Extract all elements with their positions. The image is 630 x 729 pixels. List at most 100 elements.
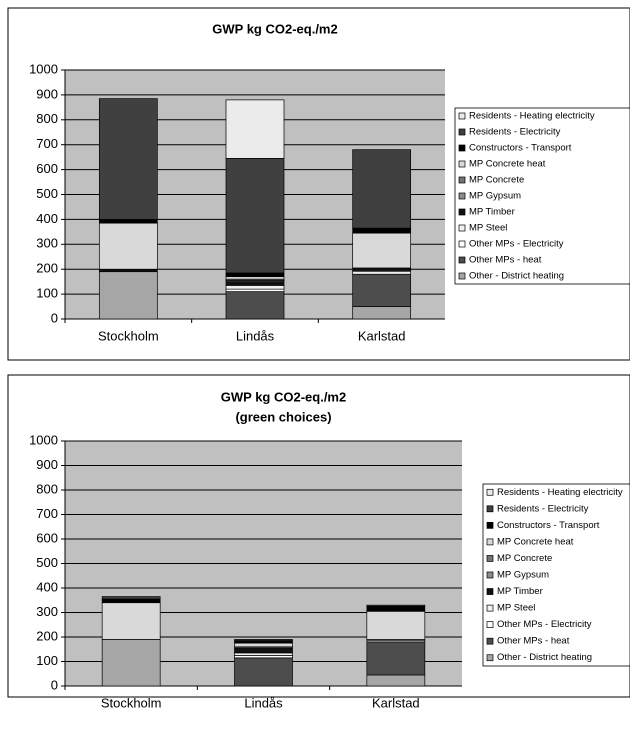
legend-swatch — [458, 128, 466, 136]
y-tick-label: 1000 — [29, 432, 58, 447]
legend-swatch — [458, 144, 466, 152]
legend-label: MP Concrete heat — [469, 159, 546, 170]
chart-subtitle: (green choices) — [235, 409, 331, 424]
y-tick-label: 700 — [36, 506, 58, 521]
bar-segment — [101, 596, 161, 600]
bar-segment — [225, 272, 285, 278]
x-tick-label: Stockholm — [101, 695, 162, 710]
legend-swatch — [486, 604, 494, 612]
bar-segment — [98, 222, 158, 270]
y-tick-label: 100 — [36, 286, 58, 301]
legend-swatch — [458, 176, 466, 184]
x-tick-label: Lindås — [236, 328, 275, 343]
y-tick-label: 400 — [36, 579, 58, 594]
legend-label: MP Steel — [497, 603, 535, 614]
bar-segment — [234, 652, 293, 656]
y-tick-label: 200 — [36, 628, 58, 643]
bar-segment — [366, 606, 426, 612]
legend-label: MP Concrete — [469, 175, 524, 186]
bar-segment — [366, 604, 426, 607]
x-tick-label: Karlstad — [358, 328, 406, 343]
legend-label: MP Timber — [469, 207, 515, 218]
legend-label: Constructors - Transport — [497, 520, 600, 531]
y-tick-label: 900 — [36, 86, 58, 101]
y-tick-label: 300 — [36, 236, 58, 251]
legend-swatch — [458, 240, 466, 248]
y-tick-label: 200 — [36, 261, 58, 276]
bar-segment — [352, 149, 412, 229]
y-tick-label: 600 — [36, 161, 58, 176]
legend-swatch — [458, 256, 466, 264]
legend-box — [482, 483, 630, 667]
legend-swatch — [486, 571, 494, 579]
bar-segment — [98, 219, 158, 224]
chart-title: GWP kg CO2-eq./m2 — [212, 21, 337, 36]
bar-segment — [225, 291, 285, 320]
x-tick-label: Karlstad — [372, 695, 420, 710]
legend-swatch — [486, 522, 494, 529]
bar-segment — [352, 232, 412, 269]
y-tick-label: 100 — [36, 653, 58, 668]
bar-segment — [101, 639, 161, 687]
legend-swatch — [458, 272, 466, 280]
legend-swatch — [486, 654, 494, 662]
y-tick-label: 0 — [51, 677, 58, 692]
bar-segment — [101, 602, 161, 640]
bar-segment — [101, 598, 161, 604]
bar-segment — [366, 674, 426, 687]
y-tick-label: 900 — [36, 457, 58, 472]
bar-segment — [234, 639, 293, 642]
legend-swatch — [486, 637, 494, 645]
legend-swatch — [458, 208, 466, 216]
legend-label: MP Gypsum — [497, 570, 549, 581]
legend-swatch — [458, 112, 466, 120]
y-tick-label: 0 — [51, 310, 58, 325]
legend-swatch — [486, 538, 494, 546]
bar-segment — [234, 640, 293, 644]
legend-label: MP Concrete — [497, 553, 552, 564]
bar-segment — [352, 273, 412, 307]
bar-segment — [225, 158, 285, 274]
bar-segment — [234, 642, 293, 648]
legend-swatch — [486, 488, 494, 496]
legend-label: Other - District heating — [497, 652, 592, 663]
bar-segment — [234, 655, 293, 659]
legend-label: Constructors - Transport — [469, 143, 572, 154]
y-tick-label: 600 — [36, 530, 58, 545]
legend-swatch — [486, 588, 494, 595]
chart-title: GWP kg CO2-eq./m2 — [221, 389, 346, 404]
y-tick-label: 800 — [36, 111, 58, 126]
bar-segment — [225, 285, 285, 290]
legend-swatch — [486, 555, 494, 562]
x-tick-label: Stockholm — [98, 328, 159, 343]
bar-segment — [352, 267, 412, 271]
legend-label: Other MPs - Electricity — [497, 619, 592, 630]
bar-segment — [352, 271, 412, 275]
bar-segment — [98, 98, 158, 220]
legend-label: Other MPs - heat — [469, 255, 542, 266]
legend-label: Other - District heating — [469, 271, 564, 282]
y-tick-label: 1000 — [29, 61, 58, 76]
legend-swatch — [458, 192, 466, 200]
y-tick-label: 500 — [36, 555, 58, 570]
legend-label: Residents - Heating electricity — [497, 487, 623, 498]
y-tick-label: 800 — [36, 481, 58, 496]
legend-label: Residents - Electricity — [497, 503, 589, 514]
bar-segment — [366, 641, 426, 676]
bar-segment — [234, 657, 293, 687]
legend-label: MP Timber — [497, 586, 543, 597]
legend-label: Residents - Heating electricity — [469, 111, 595, 122]
legend-label: MP Gypsum — [469, 191, 521, 202]
legend-swatch — [486, 505, 494, 513]
bar-segment — [366, 610, 426, 640]
bar-segment — [225, 288, 285, 292]
bar-segment — [352, 227, 412, 234]
legend-box — [454, 107, 630, 285]
legend-swatch — [458, 224, 466, 232]
bar-segment — [225, 281, 285, 286]
legend-swatch — [458, 160, 466, 168]
legend-label: Other MPs - heat — [497, 636, 570, 647]
legend-label: Other MPs - Electricity — [469, 239, 564, 250]
bar-segment — [225, 276, 285, 280]
